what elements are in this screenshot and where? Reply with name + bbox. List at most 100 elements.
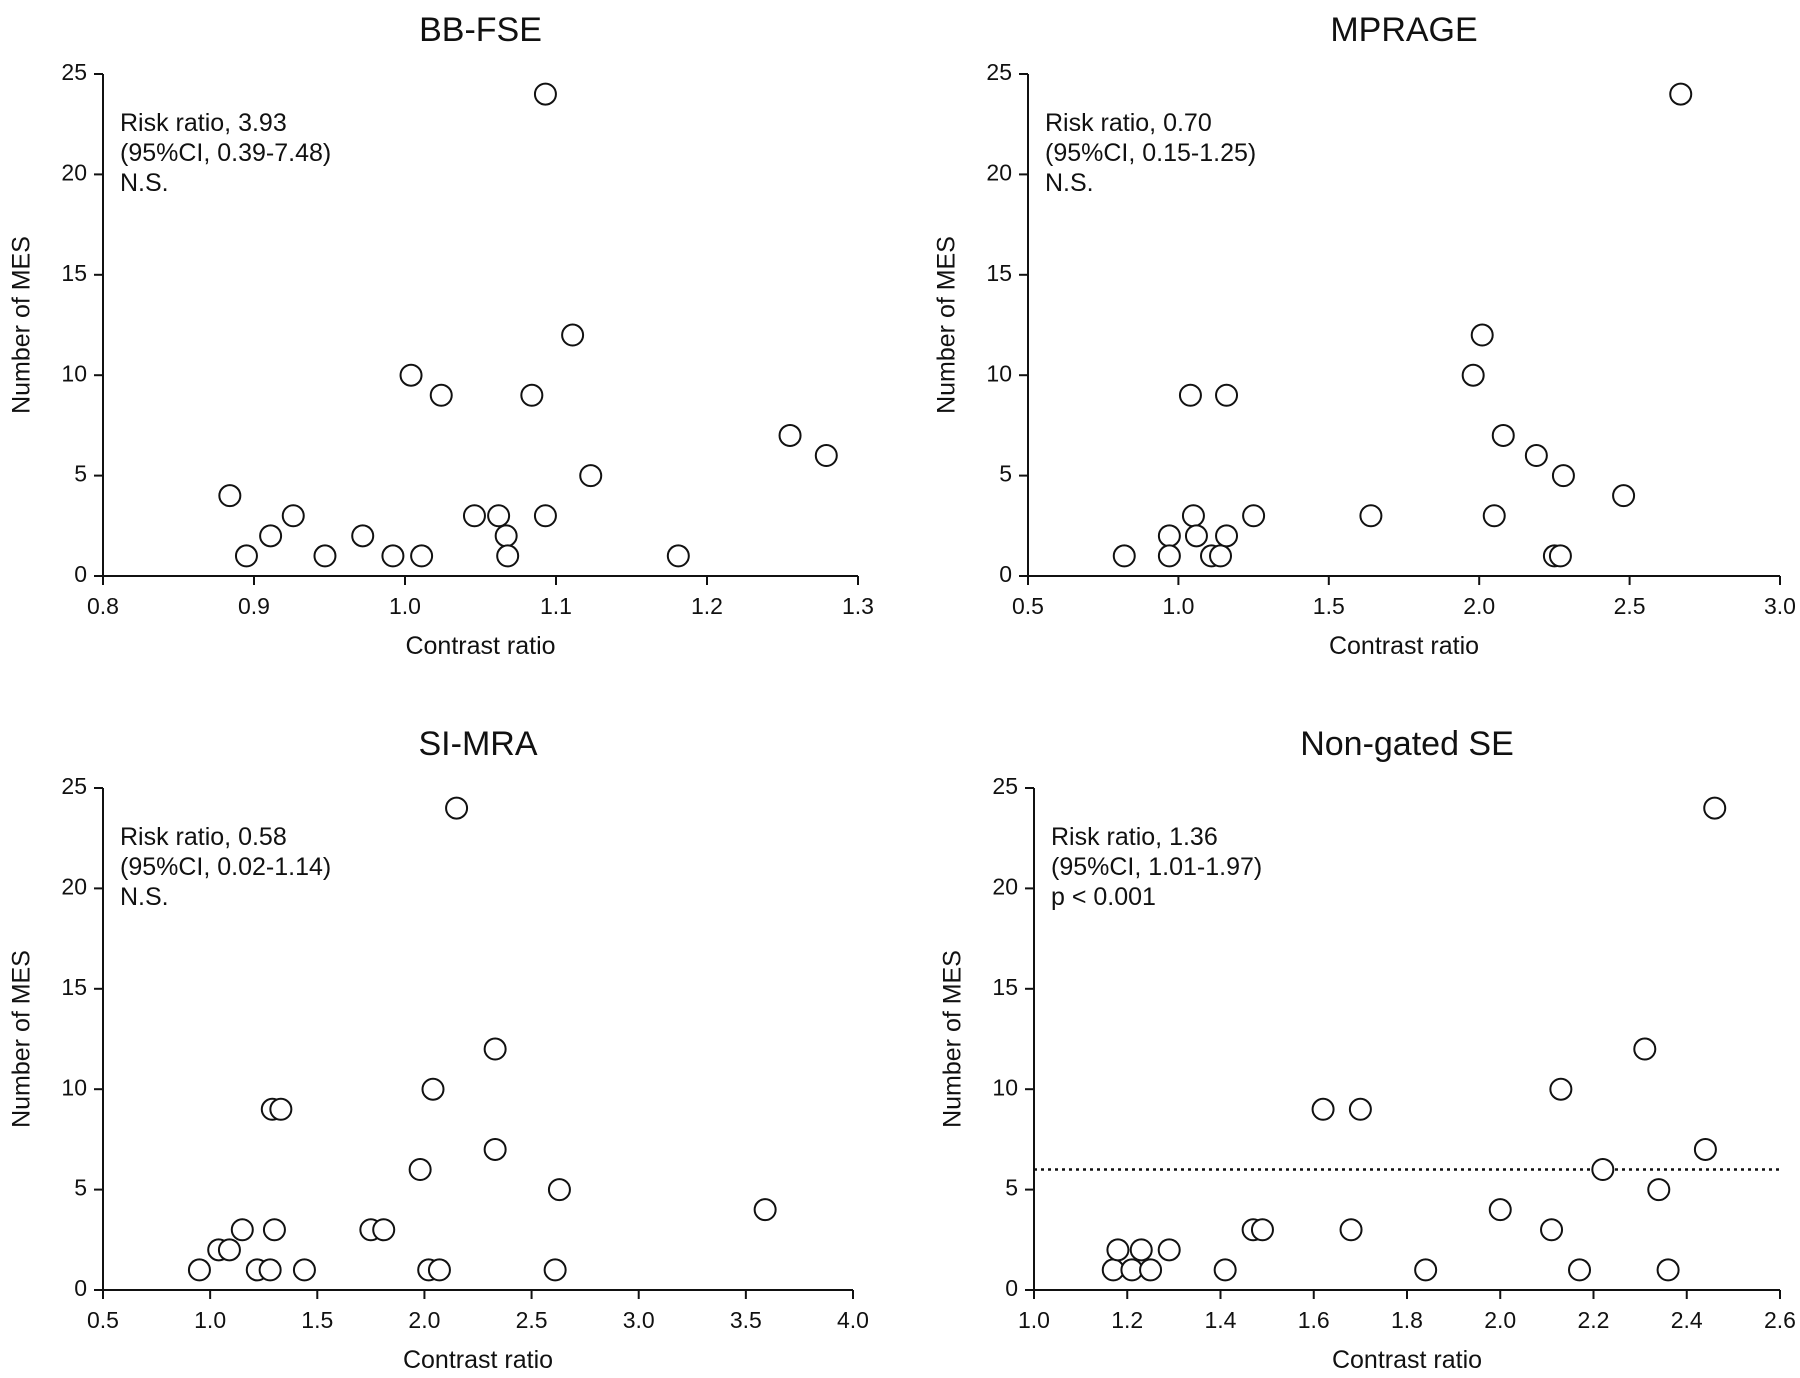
x-tick-label: 2.2	[1578, 1307, 1610, 1333]
y-tick-label: 10	[61, 1074, 87, 1100]
stat-annotation: (95%CI, 0.15-1.25)	[1045, 139, 1256, 167]
data-point	[1482, 504, 1506, 528]
data-point	[533, 82, 557, 106]
y-tick-label: 15	[61, 974, 87, 1000]
stat-annotation: (95%CI, 0.39-7.48)	[120, 139, 331, 167]
x-tick-label: 1.4	[1205, 1307, 1237, 1333]
data-point	[1488, 1198, 1512, 1222]
x-tick-label: 1.6	[1298, 1307, 1330, 1333]
data-point	[561, 323, 585, 347]
y-tick-label: 20	[61, 159, 87, 185]
stat-annotation: Risk ratio, 1.36	[1051, 823, 1218, 851]
stat-annotation: (95%CI, 1.01-1.97)	[1051, 853, 1262, 881]
data-point	[1693, 1137, 1717, 1161]
panel-si-mra: SI-MRA 0.5 1.0 1.5 2.0 2.5 3.0 3.5 4.0 0 5 10 15 20 25…	[8, 725, 869, 1374]
data-point	[408, 1158, 432, 1182]
data-point	[1157, 544, 1181, 568]
data-point	[445, 796, 469, 820]
data-point	[579, 464, 603, 488]
data-point	[258, 1258, 282, 1282]
data-point	[1106, 1238, 1130, 1262]
data-point	[1633, 1037, 1657, 1061]
data-point	[399, 363, 423, 387]
y-tick-label: 20	[61, 873, 87, 899]
panel-bb-fse: BB-FSE 0.8 0.9 1.0 1.1 1.2 1.3 0 5 10 15 20 25 Contra…	[8, 11, 874, 660]
y-tick-label: 15	[992, 974, 1018, 1000]
x-axis-label: Contrast ratio	[1332, 1346, 1482, 1374]
data-point	[1612, 484, 1636, 508]
y-tick-label: 25	[986, 59, 1012, 85]
chart-title: BB-FSE	[419, 11, 542, 49]
x-axis-label: Contrast ratio	[403, 1346, 553, 1374]
data-point	[1549, 1077, 1573, 1101]
y-axis-label: Number of MES	[8, 236, 36, 414]
data-point	[547, 1178, 571, 1202]
data-point	[230, 1218, 254, 1242]
data-point	[778, 423, 802, 447]
data-point	[1524, 444, 1548, 468]
x-tick-label: 2.0	[1484, 1307, 1516, 1333]
data-point	[1250, 1218, 1274, 1242]
data-point	[1339, 1218, 1363, 1242]
data-point	[1568, 1258, 1592, 1282]
data-point	[462, 504, 486, 528]
y-tick-label: 20	[992, 873, 1018, 899]
data-point	[1647, 1178, 1671, 1202]
x-tick-label: 1.5	[1313, 593, 1345, 619]
data-point	[1669, 82, 1693, 106]
stat-annotation: Risk ratio, 3.93	[120, 109, 287, 137]
x-tick-label: 2.5	[516, 1307, 548, 1333]
data-point	[496, 544, 520, 568]
x-tick-label: 1.0	[389, 593, 421, 619]
x-tick-label: 0.5	[1012, 593, 1044, 619]
data-point	[483, 1037, 507, 1061]
data-point	[1311, 1097, 1335, 1121]
y-axis-label: Number of MES	[8, 950, 36, 1128]
data-point	[1548, 544, 1572, 568]
x-tick-label: 1.2	[691, 593, 723, 619]
x-tick-label: 0.5	[87, 1307, 119, 1333]
y-tick-label: 10	[61, 360, 87, 386]
chart-title: Non-gated SE	[1300, 725, 1514, 763]
stat-annotation: N.S.	[120, 169, 169, 197]
x-tick-label: 1.8	[1391, 1307, 1423, 1333]
x-tick-label: 0.8	[87, 593, 119, 619]
data-point	[187, 1258, 211, 1282]
y-tick-label: 20	[986, 159, 1012, 185]
data-point	[429, 383, 453, 407]
data-point	[1359, 504, 1383, 528]
data-point	[543, 1258, 567, 1282]
data-point	[1157, 524, 1181, 548]
data-point	[494, 524, 518, 548]
data-point	[1178, 383, 1202, 407]
data-point	[218, 484, 242, 508]
data-point	[814, 444, 838, 468]
y-axis-label: Number of MES	[933, 236, 961, 414]
data-point	[1491, 423, 1515, 447]
y-tick-label: 25	[992, 773, 1018, 799]
data-point	[1184, 524, 1208, 548]
data-point	[666, 544, 690, 568]
x-tick-label: 2.0	[408, 1307, 440, 1333]
x-tick-label: 0.9	[238, 593, 270, 619]
x-tick-label: 1.0	[1162, 593, 1194, 619]
data-point	[520, 383, 544, 407]
data-point	[372, 1218, 396, 1242]
x-axis-label: Contrast ratio	[1329, 632, 1479, 660]
y-tick-label: 5	[74, 1175, 87, 1201]
data-point	[483, 1137, 507, 1161]
stat-annotation: (95%CI, 0.02-1.14)	[120, 853, 331, 881]
x-tick-label: 3.0	[1764, 593, 1796, 619]
data-point	[1129, 1238, 1153, 1262]
y-tick-label: 10	[992, 1074, 1018, 1100]
y-tick-label: 25	[61, 59, 87, 85]
data-point	[234, 544, 258, 568]
data-point	[313, 544, 337, 568]
data-point	[381, 544, 405, 568]
data-point	[753, 1198, 777, 1222]
x-tick-label: 3.0	[623, 1307, 655, 1333]
data-point	[421, 1077, 445, 1101]
x-tick-label: 2.6	[1764, 1307, 1796, 1333]
y-tick-label: 15	[61, 260, 87, 286]
